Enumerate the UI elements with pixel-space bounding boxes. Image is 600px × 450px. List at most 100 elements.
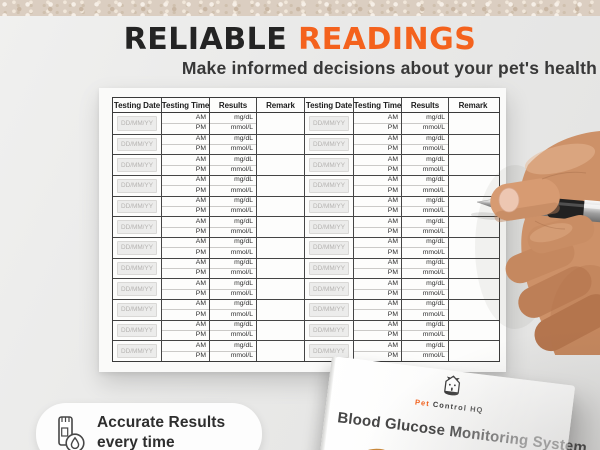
pet-control-hq-logo-icon bbox=[443, 375, 460, 396]
results-cell: mg/dL mmol/L bbox=[210, 113, 257, 134]
time-slot: AM bbox=[162, 238, 209, 249]
result-unit: mg/dL bbox=[210, 259, 256, 270]
result-unit: mg/dL bbox=[210, 176, 256, 187]
page-title: RELIABLE READINGS bbox=[0, 24, 600, 56]
result-unit: mmol/L bbox=[422, 269, 445, 277]
results-cell: mg/dL mmol/L bbox=[210, 155, 257, 176]
result-unit: mmol/L bbox=[422, 186, 445, 194]
results-cell: mg/dL mmol/L bbox=[402, 217, 449, 238]
date-placeholder: DD/MM/YY bbox=[309, 282, 349, 297]
result-unit: mmol/L bbox=[422, 207, 445, 215]
testing-time-cell: AM PM bbox=[162, 341, 210, 362]
results-cell: mg/dL mmol/L bbox=[210, 300, 257, 320]
result-unit: mmol/L bbox=[422, 289, 445, 297]
result-unit: mg/dL bbox=[210, 279, 256, 290]
result-unit: mg/dL bbox=[210, 321, 256, 332]
testing-time-cell: AM PM bbox=[354, 279, 402, 300]
result-unit: mmol/L bbox=[230, 186, 253, 194]
column-header: Testing Date bbox=[113, 98, 162, 112]
remark-cell bbox=[257, 238, 305, 258]
date-placeholder: DD/MM/YY bbox=[309, 116, 349, 131]
result-unit: mmol/L bbox=[230, 269, 253, 277]
date-placeholder: DD/MM/YY bbox=[309, 241, 349, 255]
date-placeholder: DD/MM/YY bbox=[117, 344, 157, 359]
time-slot: AM bbox=[354, 279, 401, 290]
result-unit: mg/dL bbox=[402, 321, 448, 332]
result-unit: mg/dL bbox=[402, 279, 448, 290]
wrist-shading bbox=[550, 265, 600, 355]
time-slot: PM bbox=[387, 289, 398, 297]
log-row: DD/MM/YY AM PM mg/dL mmol/L DD/MM/YY AM PM mg/dL… bbox=[113, 299, 499, 320]
time-slot: AM bbox=[354, 259, 401, 270]
result-unit: mmol/L bbox=[422, 165, 445, 173]
result-unit: mmol/L bbox=[230, 165, 253, 173]
results-cell: mg/dL mmol/L bbox=[210, 320, 257, 341]
result-unit: mmol/L bbox=[422, 124, 445, 132]
result-unit: mg/dL bbox=[210, 155, 256, 166]
log-table: Testing Date Testing Time Results Remark Tes… bbox=[112, 97, 500, 363]
date-placeholder: DD/MM/YY bbox=[309, 261, 349, 276]
results-cell: mg/dL mmol/L bbox=[402, 113, 449, 134]
date-placeholder: DD/MM/YY bbox=[117, 282, 157, 297]
badge-text: Accurate Results every time bbox=[97, 413, 225, 450]
time-slot: PM bbox=[195, 124, 206, 132]
time-slot: PM bbox=[195, 289, 206, 297]
testing-date-cell: DD/MM/YY bbox=[305, 238, 354, 258]
time-slot: AM bbox=[162, 321, 209, 332]
time-slot: AM bbox=[354, 321, 401, 332]
time-slot: PM bbox=[195, 310, 206, 318]
testing-date-cell: DD/MM/YY bbox=[113, 238, 162, 258]
column-header: Remark bbox=[458, 100, 488, 110]
log-row: DD/MM/YY AM PM mg/dL mmol/L DD/MM/YY AM PM mg/dL… bbox=[113, 154, 499, 176]
testing-time-cell: AM PM bbox=[354, 176, 402, 196]
testing-date-cell: DD/MM/YY bbox=[113, 217, 162, 238]
date-placeholder: DD/MM/YY bbox=[117, 303, 157, 317]
testing-date-cell: DD/MM/YY bbox=[113, 341, 162, 362]
time-slot: AM bbox=[354, 217, 401, 228]
remark-cell bbox=[257, 300, 305, 320]
time-slot: AM bbox=[354, 341, 401, 352]
date-placeholder: DD/MM/YY bbox=[117, 137, 157, 152]
result-unit: mg/dL bbox=[402, 155, 448, 166]
results-cell: mg/dL mmol/L bbox=[402, 176, 449, 196]
results-cell: mg/dL mmol/L bbox=[402, 300, 449, 320]
results-cell: mg/dL mmol/L bbox=[402, 196, 449, 217]
testing-time-cell: AM PM bbox=[354, 134, 402, 155]
time-slot: PM bbox=[387, 145, 398, 153]
time-slot: PM bbox=[195, 269, 206, 277]
result-unit: mg/dL bbox=[402, 341, 448, 352]
time-slot: AM bbox=[162, 341, 209, 352]
remark-cell bbox=[257, 279, 305, 300]
time-slot: AM bbox=[162, 197, 209, 208]
testing-date-cell: DD/MM/YY bbox=[305, 134, 354, 155]
time-slot: PM bbox=[387, 165, 398, 173]
time-slot: AM bbox=[162, 176, 209, 187]
ring-finger bbox=[518, 266, 592, 318]
results-cell: mg/dL mmol/L bbox=[210, 176, 257, 196]
result-unit: mmol/L bbox=[422, 331, 445, 339]
testing-time-cell: AM PM bbox=[354, 341, 402, 362]
time-slot: AM bbox=[162, 155, 209, 166]
time-slot: AM bbox=[162, 279, 209, 290]
time-slot: AM bbox=[354, 300, 401, 311]
remark-cell bbox=[257, 155, 305, 176]
thumb bbox=[527, 215, 595, 254]
testing-time-cell: AM PM bbox=[162, 134, 210, 155]
result-unit: mg/dL bbox=[402, 176, 448, 187]
column-header: Results bbox=[402, 98, 449, 112]
results-cell: mg/dL mmol/L bbox=[402, 134, 449, 155]
results-cell: mg/dL mmol/L bbox=[402, 155, 449, 176]
time-slot: AM bbox=[162, 135, 209, 146]
log-row: DD/MM/YY AM PM mg/dL mmol/L DD/MM/YY AM PM mg/dL… bbox=[113, 133, 499, 155]
brand-name-accent: Pet bbox=[414, 397, 431, 409]
testing-date-cell: DD/MM/YY bbox=[305, 155, 354, 176]
testing-time-cell: AM PM bbox=[162, 279, 210, 300]
log-row: DD/MM/YY AM PM mg/dL mmol/L DD/MM/YY AM PM mg/dL… bbox=[113, 257, 499, 279]
testing-date-cell: DD/MM/YY bbox=[113, 258, 162, 279]
testing-date-cell: DD/MM/YY bbox=[113, 279, 162, 300]
date-placeholder: DD/MM/YY bbox=[117, 158, 157, 173]
results-cell: mg/dL mmol/L bbox=[210, 134, 257, 155]
results-cell: mg/dL mmol/L bbox=[210, 279, 257, 300]
testing-date-cell: DD/MM/YY bbox=[113, 113, 162, 134]
